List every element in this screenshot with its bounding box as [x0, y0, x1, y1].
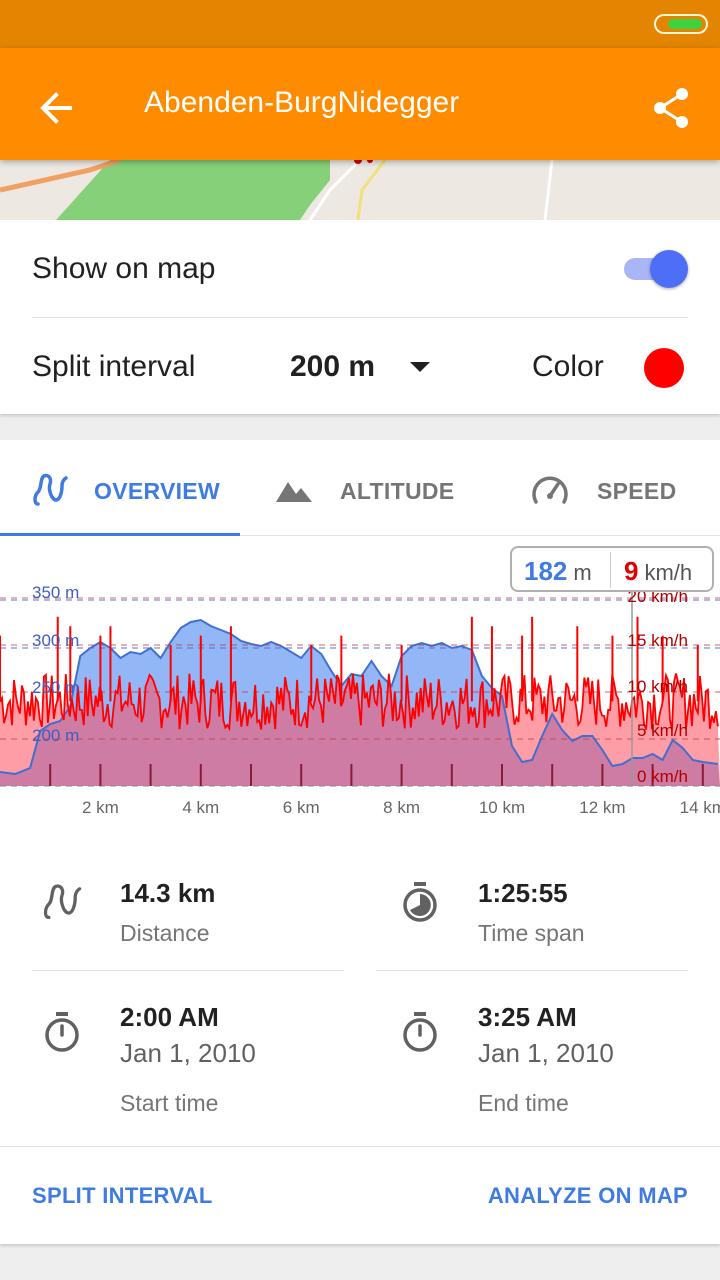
- x-tick-label: 6 km: [283, 798, 320, 817]
- split-interval-button[interactable]: SPLIT INTERVAL: [32, 1183, 213, 1208]
- show-on-map-toggle[interactable]: [620, 248, 688, 290]
- y-left-tick-label: 200 m: [32, 726, 79, 745]
- y-left-tick-label: 350 m: [32, 583, 79, 602]
- y-right-tick-label: 10 km/h: [628, 677, 688, 696]
- stopwatch-icon: [45, 1012, 79, 1052]
- stat-time-span: 1:25:55 Time span: [394, 866, 706, 956]
- stat-end-time: 3:25 AM Jan 1, 2010 End time: [394, 1000, 706, 1140]
- distance-value: 14.3 km: [120, 878, 216, 908]
- chevron-down-icon[interactable]: [410, 362, 430, 372]
- map-preview[interactable]: [0, 160, 720, 220]
- readout-altitude: 182: [524, 556, 568, 586]
- readout-speed-unit: km/h: [644, 560, 693, 585]
- y-right-tick-label: 0 km/h: [637, 767, 688, 786]
- chart-svg: 2 km 4 km 6 km 8 km 10 km 12 km 14 km 350 m 300 …: [0, 583, 720, 817]
- time-span-value: 1:25:55: [478, 878, 568, 908]
- app-toolbar: Abenden-BurgNidegger: [0, 48, 720, 160]
- color-swatch[interactable]: [644, 348, 684, 388]
- x-tick-label: 8 km: [383, 798, 420, 817]
- end-date-value: Jan 1, 2010: [478, 1038, 614, 1068]
- speedometer-icon: [532, 476, 568, 504]
- route-icon: [43, 884, 82, 920]
- readout-altitude-unit: m: [573, 560, 592, 585]
- y-right-tick-label: 15 km/h: [628, 631, 688, 650]
- y-left-tick-label: 250 m: [32, 678, 79, 697]
- tab-speed-label: SPEED: [597, 478, 677, 504]
- page-title: Abenden-BurgNidegger: [144, 86, 460, 119]
- battery-icon: [654, 14, 708, 34]
- action-bar: SPLIT INTERVAL ANALYZE ON MAP: [0, 1146, 720, 1244]
- timer-half-icon: [403, 882, 437, 922]
- x-tick-label: 14 km: [680, 798, 720, 817]
- start-time-value: 2:00 AM: [120, 1002, 219, 1032]
- tab-altitude[interactable]: ALTITUDE: [240, 440, 480, 536]
- split-interval-row: Split interval 200 m Color: [32, 318, 688, 414]
- stopwatch-icon: [403, 1012, 437, 1052]
- distance-label: Distance: [120, 920, 210, 946]
- start-time-label: Start time: [120, 1090, 219, 1116]
- x-tick-label: 2 km: [82, 798, 119, 817]
- x-tick-label: 4 km: [182, 798, 219, 817]
- tab-overview-label: OVERVIEW: [94, 478, 220, 504]
- mountain-icon: [276, 482, 312, 502]
- tab-overview[interactable]: OVERVIEW: [0, 440, 240, 536]
- x-tick-label: 10 km: [479, 798, 525, 817]
- time-span-label: Time span: [478, 920, 585, 946]
- y-right-tick-label: 5 km/h: [637, 721, 688, 740]
- speed-line: [0, 671, 719, 732]
- x-tick-label: 12 km: [579, 798, 625, 817]
- start-date-value: Jan 1, 2010: [120, 1038, 256, 1068]
- split-interval-label: Split interval: [32, 350, 196, 383]
- end-time-label: End time: [478, 1090, 569, 1116]
- analysis-card: OVERVIEW ALTITUDE SPEED 2 km 4 km 6 km 8 km…: [0, 440, 720, 1244]
- readout-speed: 9: [624, 556, 639, 586]
- tab-altitude-label: ALTITUDE: [340, 478, 455, 504]
- altitude-line: [0, 618, 719, 776]
- show-on-map-row[interactable]: Show on map: [32, 220, 688, 318]
- show-on-map-label: Show on map: [32, 252, 216, 285]
- split-interval-value[interactable]: 200 m: [290, 350, 376, 383]
- status-bar: [0, 0, 720, 48]
- route-icon: [33, 473, 68, 506]
- color-label: Color: [532, 350, 604, 383]
- arrow-back-icon[interactable]: [30, 82, 82, 134]
- tab-speed[interactable]: SPEED: [480, 440, 720, 536]
- end-time-value: 3:25 AM: [478, 1002, 577, 1032]
- stat-distance: 14.3 km Distance: [36, 866, 348, 956]
- divider: [376, 970, 688, 971]
- chart-readout: 182 m 9 km/h: [510, 546, 714, 592]
- track-settings-card: Show on map Split interval 200 m Color: [0, 220, 720, 414]
- tab-bar: OVERVIEW ALTITUDE SPEED: [0, 440, 720, 536]
- analyze-on-map-button[interactable]: ANALYZE ON MAP: [487, 1183, 688, 1208]
- map-tiles: [0, 160, 554, 220]
- overview-chart[interactable]: 2 km 4 km 6 km 8 km 10 km 12 km 14 km 350 m 300 …: [0, 536, 720, 836]
- stat-start-time: 2:00 AM Jan 1, 2010 Start time: [36, 1000, 348, 1140]
- share-icon[interactable]: [646, 82, 698, 134]
- speed-area: [0, 673, 720, 786]
- y-left-tick-label: 300 m: [32, 631, 79, 650]
- divider: [32, 970, 344, 971]
